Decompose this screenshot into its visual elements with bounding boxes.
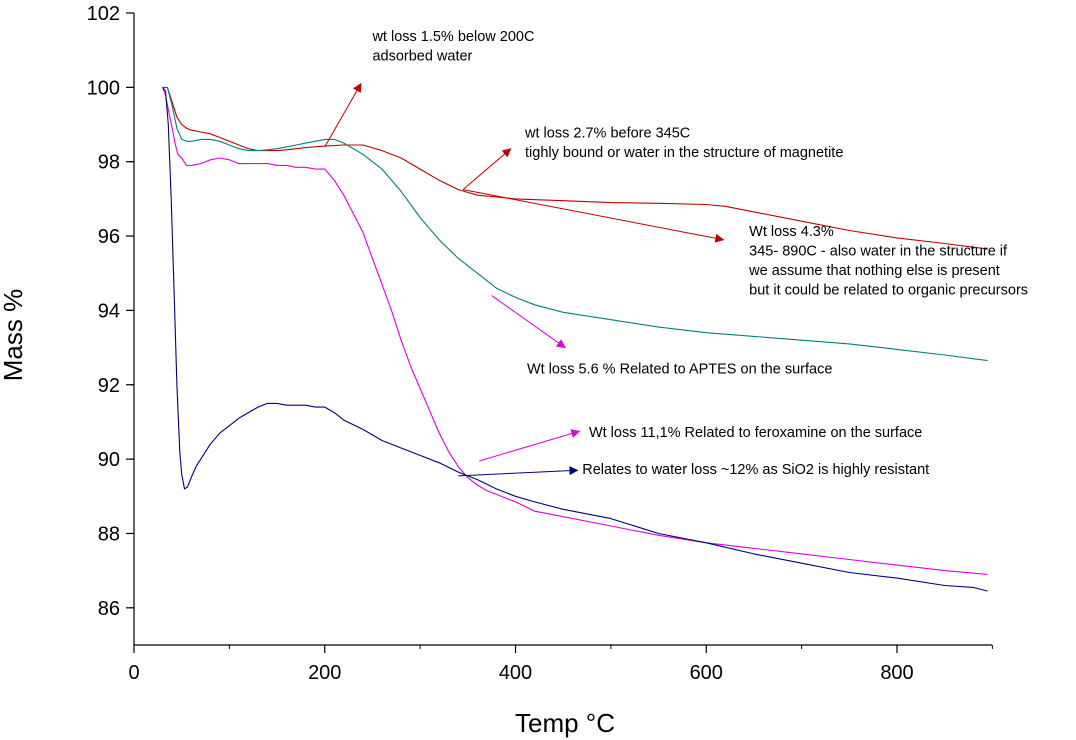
- y-tick-label: 96: [98, 226, 120, 248]
- annotation-line: Wt loss 5.6 % Related to APTES on the su…: [527, 362, 832, 378]
- plot-series: [162, 86, 988, 592]
- series-line-teal: [162, 86, 988, 362]
- annotation-text: Wt loss 11,1% Related to feroxamine on t…: [589, 425, 922, 441]
- annotation-arrow: [479, 429, 581, 462]
- series-line-red: [162, 86, 988, 250]
- annotation-line: 345- 890C - also water in the structure …: [749, 244, 1008, 260]
- annotation-arrow: [324, 82, 362, 148]
- x-tick-label: 400: [499, 662, 532, 684]
- x-tick-label: 800: [880, 662, 913, 684]
- y-tick-label: 94: [98, 300, 120, 322]
- annotation-text: Relates to water loss ~12% as SiO2 is hi…: [582, 462, 929, 478]
- annotation-line: Relates to water loss ~12% as SiO2 is hi…: [582, 462, 929, 478]
- y-tick-label: 100: [87, 77, 120, 99]
- y-tick-label: 90: [98, 449, 120, 471]
- annotation-line: wt loss 2.7% before 345C: [524, 126, 690, 142]
- annotation-line: adsorbed water: [372, 48, 472, 64]
- y-tick-label: 88: [98, 523, 120, 545]
- annotation-arrow: [458, 466, 579, 477]
- annotation-text: wt loss 1.5% below 200C adsorbed water: [371, 29, 534, 65]
- y-axis-title: Mass %: [0, 289, 28, 381]
- annotation-arrow: [462, 148, 512, 190]
- annotation-line: but it could be related to organic precu…: [749, 283, 1028, 299]
- axes: 86 88 90 92 94 96 98 100 102 0 200 400 600 800: [87, 3, 993, 684]
- annotation-text: wt loss 2.7% before 345C tighly bound or …: [524, 126, 843, 162]
- annotation-text: Wt loss 5.6 % Related to APTES on the su…: [527, 362, 832, 378]
- annotation-line: Wt loss 11,1% Related to feroxamine on t…: [589, 425, 922, 441]
- series-line-magenta: [162, 87, 988, 575]
- annotation-line: tighly bound or water in the structure o…: [525, 145, 843, 161]
- y-tick-label: 92: [98, 375, 120, 397]
- x-tick-label: 600: [690, 662, 723, 684]
- x-tick-label: 200: [308, 662, 341, 684]
- y-tick-label: 102: [87, 3, 120, 25]
- annotation-line: wt loss 1.5% below 200C: [371, 29, 534, 45]
- x-tick-label: 0: [128, 662, 139, 684]
- annotation-line: Wt loss 4.3%: [749, 224, 834, 240]
- y-tick-label: 98: [98, 152, 120, 174]
- series-line-navy: [162, 87, 988, 592]
- annotation-arrow: [491, 295, 566, 349]
- annotation-arrow: [462, 189, 725, 243]
- annotation-text: Wt loss 4.3% 345- 890C - also water in th…: [748, 224, 1028, 299]
- y-tick-label: 86: [98, 598, 120, 620]
- annotations: wt loss 1.5% below 200C adsorbed waterwt …: [324, 29, 1028, 478]
- x-axis-title: Temp °C: [515, 708, 615, 738]
- annotation-line: we assume that nothing else is present: [748, 263, 1000, 279]
